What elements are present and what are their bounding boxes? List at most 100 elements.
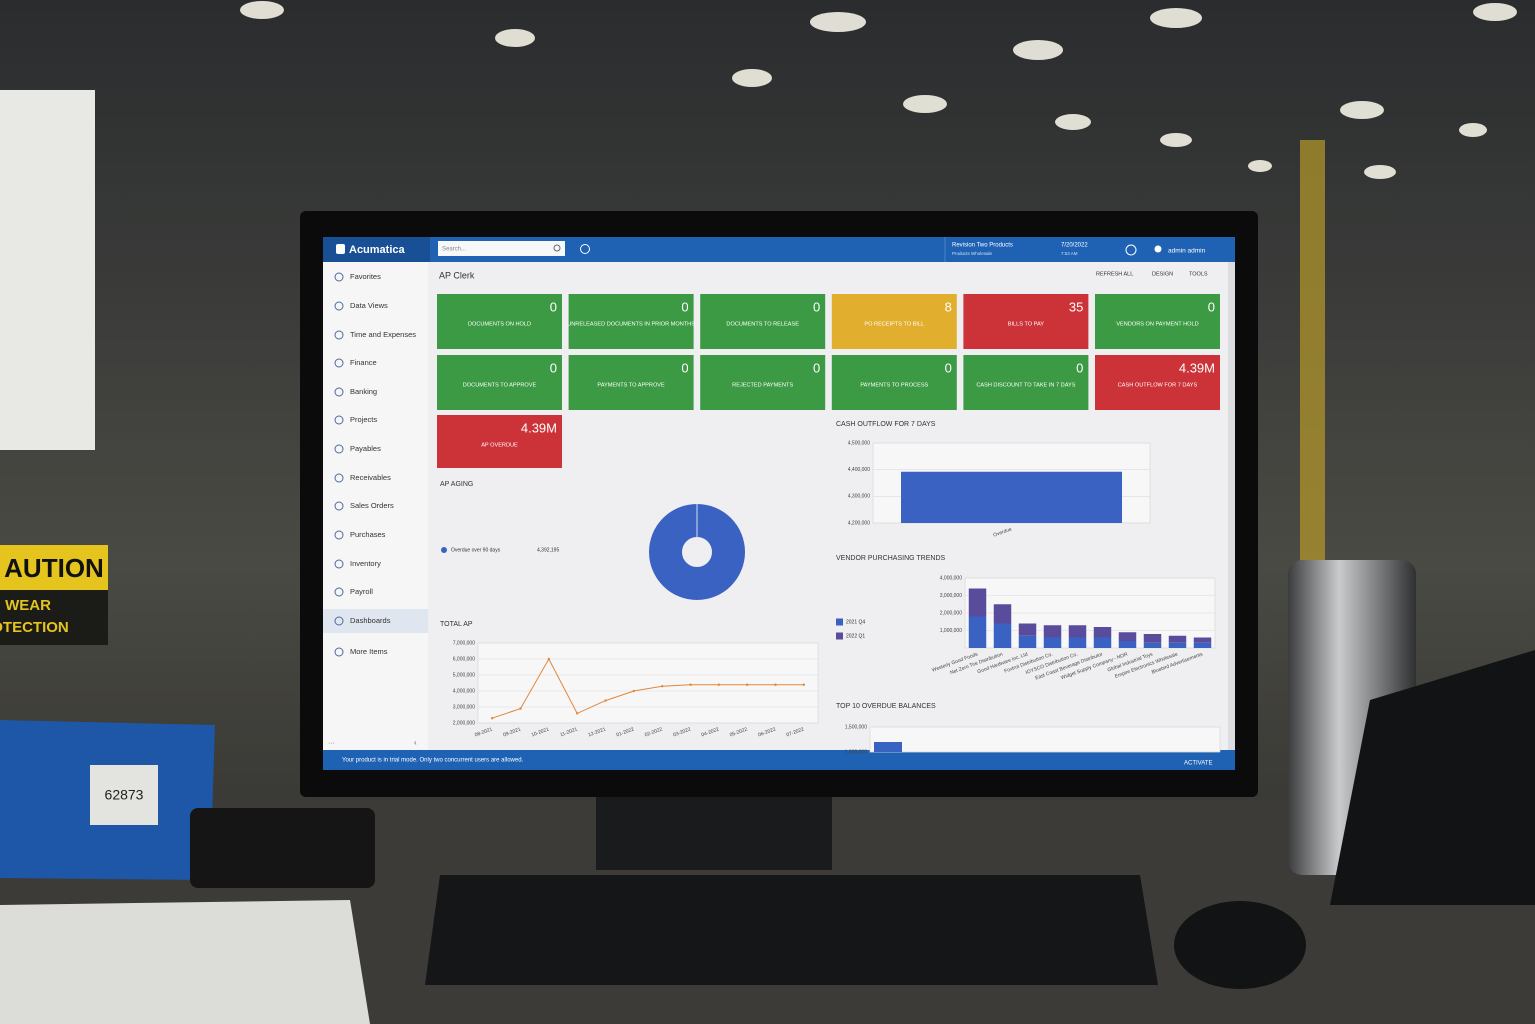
plot-area <box>869 726 1221 753</box>
tile-label[interactable]: PO RECEIPTS TO BILL <box>864 321 924 327</box>
sidebar-item[interactable]: Receivables <box>350 473 391 482</box>
search-icon[interactable] <box>553 244 561 252</box>
tile-value[interactable]: 0 <box>1076 360 1083 375</box>
tile[interactable] <box>437 294 562 349</box>
bar-segment <box>1043 637 1062 648</box>
branch[interactable]: Products Wholesale <box>952 251 993 256</box>
tile[interactable] <box>568 294 694 349</box>
tile[interactable] <box>1095 294 1220 349</box>
user[interactable]: admin admin <box>1168 248 1206 255</box>
tile[interactable] <box>700 294 826 349</box>
tile-label[interactable]: CASH OUTFLOW FOR 7 DAYS <box>1118 382 1198 388</box>
tile-value[interactable]: 0 <box>1208 299 1215 314</box>
tile-value[interactable]: 4.39M <box>521 420 557 435</box>
sidebar-item[interactable]: Payroll <box>350 587 373 596</box>
tile-value[interactable]: 35 <box>1069 299 1083 314</box>
tile-label[interactable]: AP OVERDUE <box>481 442 518 448</box>
sidebar-collapse[interactable]: ‹ <box>414 738 417 747</box>
tile[interactable] <box>831 294 957 349</box>
toolbar-action[interactable]: DESIGN <box>1152 271 1173 277</box>
date[interactable]: 7/20/2022 <box>1061 243 1088 249</box>
tile-value[interactable]: 0 <box>681 299 688 314</box>
sidebar-icon[interactable] <box>334 358 344 368</box>
sidebar-item[interactable]: Finance <box>350 358 377 367</box>
tile-value[interactable]: 0 <box>550 299 557 314</box>
tile-value[interactable]: 0 <box>945 360 952 375</box>
sidebar-icon[interactable] <box>334 473 344 483</box>
tile-label[interactable]: DOCUMENTS ON HOLD <box>468 321 531 327</box>
sidebar-icon[interactable] <box>334 616 344 626</box>
sidebar-icon[interactable] <box>334 501 344 511</box>
sidebar-item[interactable]: Payables <box>350 444 381 453</box>
history-icon[interactable] <box>580 244 590 254</box>
sidebar-item[interactable]: Inventory <box>350 559 381 568</box>
sidebar-item[interactable]: Banking <box>350 387 377 396</box>
sidebar-icon[interactable] <box>334 587 344 597</box>
y-tick-label: 2,000,000 <box>940 610 962 616</box>
tile[interactable] <box>437 415 562 468</box>
screen: Acumatica Search... Revision Two Product… <box>323 237 1235 770</box>
tile-value[interactable]: 0 <box>550 360 557 375</box>
sidebar-icon[interactable] <box>334 647 344 657</box>
tile-value[interactable]: 0 <box>813 299 820 314</box>
tile[interactable] <box>700 355 826 410</box>
company[interactable]: Revision Two Products <box>952 243 1013 249</box>
scrollbar[interactable] <box>1228 262 1235 750</box>
tile-label[interactable]: PAYMENTS TO PROCESS <box>860 382 928 388</box>
sidebar-icon[interactable] <box>334 330 344 340</box>
bar-segment <box>1168 635 1187 643</box>
sidebar-item[interactable]: Time and Expenses <box>350 330 416 339</box>
sidebar-item[interactable]: Sales Orders <box>350 501 394 510</box>
tile[interactable] <box>1095 355 1220 410</box>
sidebar-icon[interactable] <box>334 301 344 311</box>
sidebar-icon[interactable] <box>334 415 344 425</box>
x-tick-label: 05-2022 <box>729 726 749 738</box>
phone <box>1330 650 1535 905</box>
y-tick-label: 5,000,000 <box>453 672 475 678</box>
bar <box>874 742 902 752</box>
tile-label[interactable]: CASH DISCOUNT TO TAKE IN 7 DAYS <box>976 382 1075 388</box>
sidebar-item[interactable]: Favorites <box>350 272 381 281</box>
sidebar-icon[interactable] <box>334 272 344 282</box>
tile-label[interactable]: UNRELEASED DOCUMENTS IN PRIOR MONTHS <box>567 321 695 327</box>
tile[interactable] <box>963 294 1089 349</box>
point <box>604 699 607 702</box>
tile-label[interactable]: PAYMENTS TO APPROVE <box>597 382 665 388</box>
tile[interactable] <box>831 355 957 410</box>
sidebar-icon[interactable] <box>334 387 344 397</box>
tile-label[interactable]: REJECTED PAYMENTS <box>732 382 793 388</box>
tile-value[interactable]: 0 <box>813 360 820 375</box>
sidebar-item[interactable]: Purchases <box>350 530 386 539</box>
sidebar-more[interactable]: ··· <box>328 740 335 747</box>
tile[interactable] <box>568 355 694 410</box>
tile[interactable] <box>437 355 562 410</box>
tile-label[interactable]: DOCUMENTS TO APPROVE <box>463 382 537 388</box>
sidebar-item[interactable]: Projects <box>350 415 377 424</box>
search-placeholder[interactable]: Search... <box>442 247 466 253</box>
sidebar-item[interactable]: More Items <box>350 647 388 656</box>
tile-value[interactable]: 8 <box>945 299 952 314</box>
user-icon[interactable] <box>1154 245 1162 253</box>
sidebar-icon[interactable] <box>334 530 344 540</box>
tile-label[interactable]: VENDORS ON PAYMENT HOLD <box>1116 321 1198 327</box>
tile-label[interactable]: BILLS TO PAY <box>1008 321 1045 327</box>
bar-segment <box>968 588 987 617</box>
tile-value[interactable]: 4.39M <box>1179 360 1215 375</box>
sidebar-item[interactable]: Dashboards <box>350 616 391 625</box>
tile-label[interactable]: DOCUMENTS TO RELEASE <box>726 321 799 327</box>
help-icon[interactable] <box>1125 244 1137 256</box>
footer-action[interactable]: ACTIVATE <box>1184 761 1212 767</box>
time[interactable]: 7:53 AM <box>1061 251 1078 256</box>
sidebar-icon[interactable] <box>334 559 344 569</box>
toolbar-action[interactable]: REFRESH ALL <box>1096 271 1133 277</box>
tile-value[interactable]: 0 <box>681 360 688 375</box>
sidebar-item[interactable]: Data Views <box>350 301 388 310</box>
bar-segment <box>993 604 1012 624</box>
toolbar-action[interactable]: TOOLS <box>1189 271 1208 277</box>
x-tick-label: 12-2021 <box>587 726 607 738</box>
sidebar-icon[interactable] <box>334 444 344 454</box>
tile[interactable] <box>963 355 1089 410</box>
search-box[interactable] <box>438 241 565 256</box>
chart-title: CASH OUTFLOW FOR 7 DAYS <box>836 421 936 428</box>
